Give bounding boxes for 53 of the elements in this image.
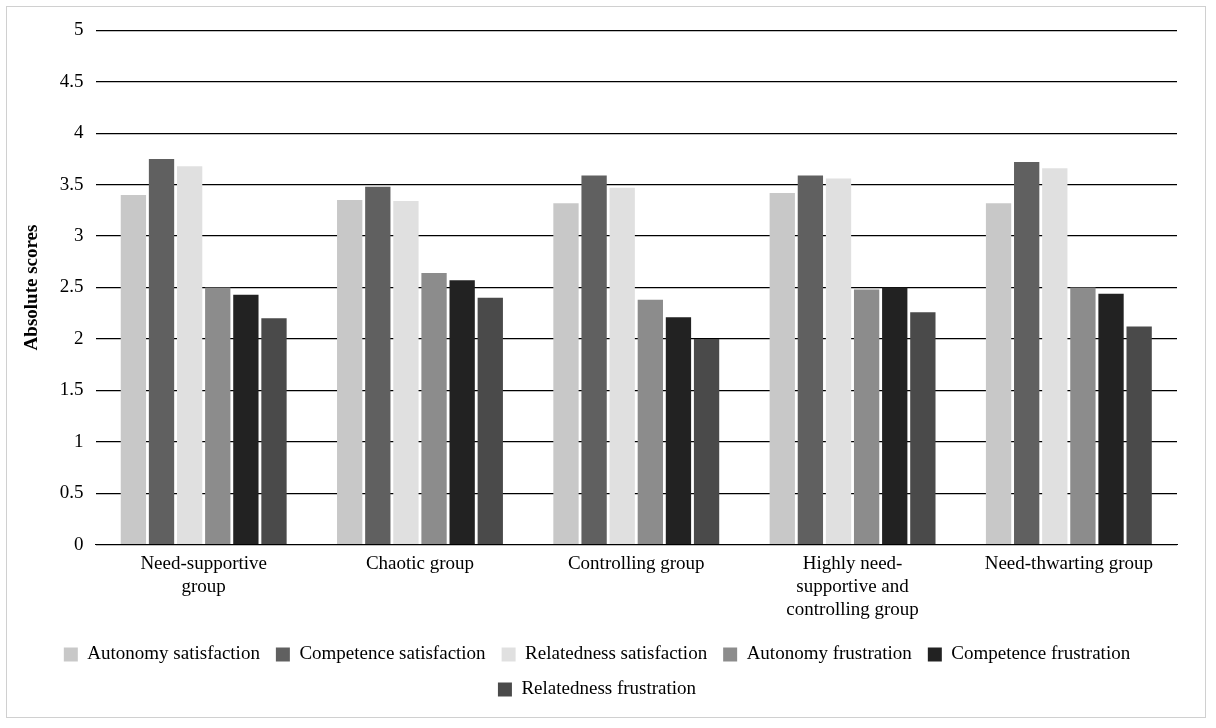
y-tick-label: 3.5 (59, 172, 84, 194)
y-axis-title: Absolute scores (20, 224, 42, 351)
legend-label: Autonomy satisfaction (87, 642, 261, 664)
bar (882, 287, 908, 544)
x-tick-label: Need-thwarting group (984, 551, 1154, 573)
bar (581, 175, 607, 544)
y-tick-label: 5 (74, 18, 84, 40)
bar (233, 294, 259, 544)
y-tick-label: 0 (74, 532, 84, 554)
y-tick-label: 2.5 (59, 275, 84, 297)
bar (477, 297, 503, 544)
bar (1042, 168, 1068, 544)
bar (637, 299, 663, 544)
legend-label: Competence satisfaction (299, 642, 487, 664)
y-tick-label: 3 (74, 224, 84, 246)
legend-label: Relatedness satisfaction (525, 642, 708, 664)
bar (449, 280, 475, 544)
bar (205, 287, 231, 544)
y-tick-label: 1 (74, 429, 84, 451)
legend-label: Autonomy frustration (746, 642, 913, 664)
bar (393, 201, 419, 544)
bar (910, 312, 936, 544)
bar (1014, 162, 1040, 544)
x-tick-label: Controlling group (567, 551, 705, 573)
bar (1070, 287, 1096, 544)
y-tick-label: 4.5 (59, 69, 84, 91)
bar (609, 187, 635, 544)
bar (665, 317, 692, 544)
y-tick-label: 2 (74, 326, 84, 348)
bar (769, 192, 795, 544)
bar (421, 273, 447, 544)
legend-label: Relatedness frustration (521, 677, 697, 699)
bar (1098, 293, 1124, 544)
bar (148, 158, 175, 544)
y-tick-label: 4 (74, 121, 85, 143)
x-tick-label: Need-supportive group (140, 551, 268, 596)
x-tick-label: Highly need-supportive and controlling group (786, 551, 919, 619)
bar (985, 203, 1012, 544)
bar (261, 318, 287, 544)
bar (853, 289, 880, 544)
y-tick-label: 1.5 (59, 378, 84, 400)
bar (365, 186, 391, 544)
bar (797, 175, 824, 544)
bar (693, 338, 720, 544)
bar (337, 200, 363, 544)
bar (553, 203, 579, 544)
bar (176, 166, 203, 544)
bar (1126, 326, 1152, 544)
legend-label: Competence frustration (951, 642, 1131, 664)
y-tick-label: 0.5 (59, 481, 84, 503)
bar (120, 194, 147, 544)
bar (825, 178, 852, 544)
x-tick-label: Chaotic group (365, 551, 475, 573)
